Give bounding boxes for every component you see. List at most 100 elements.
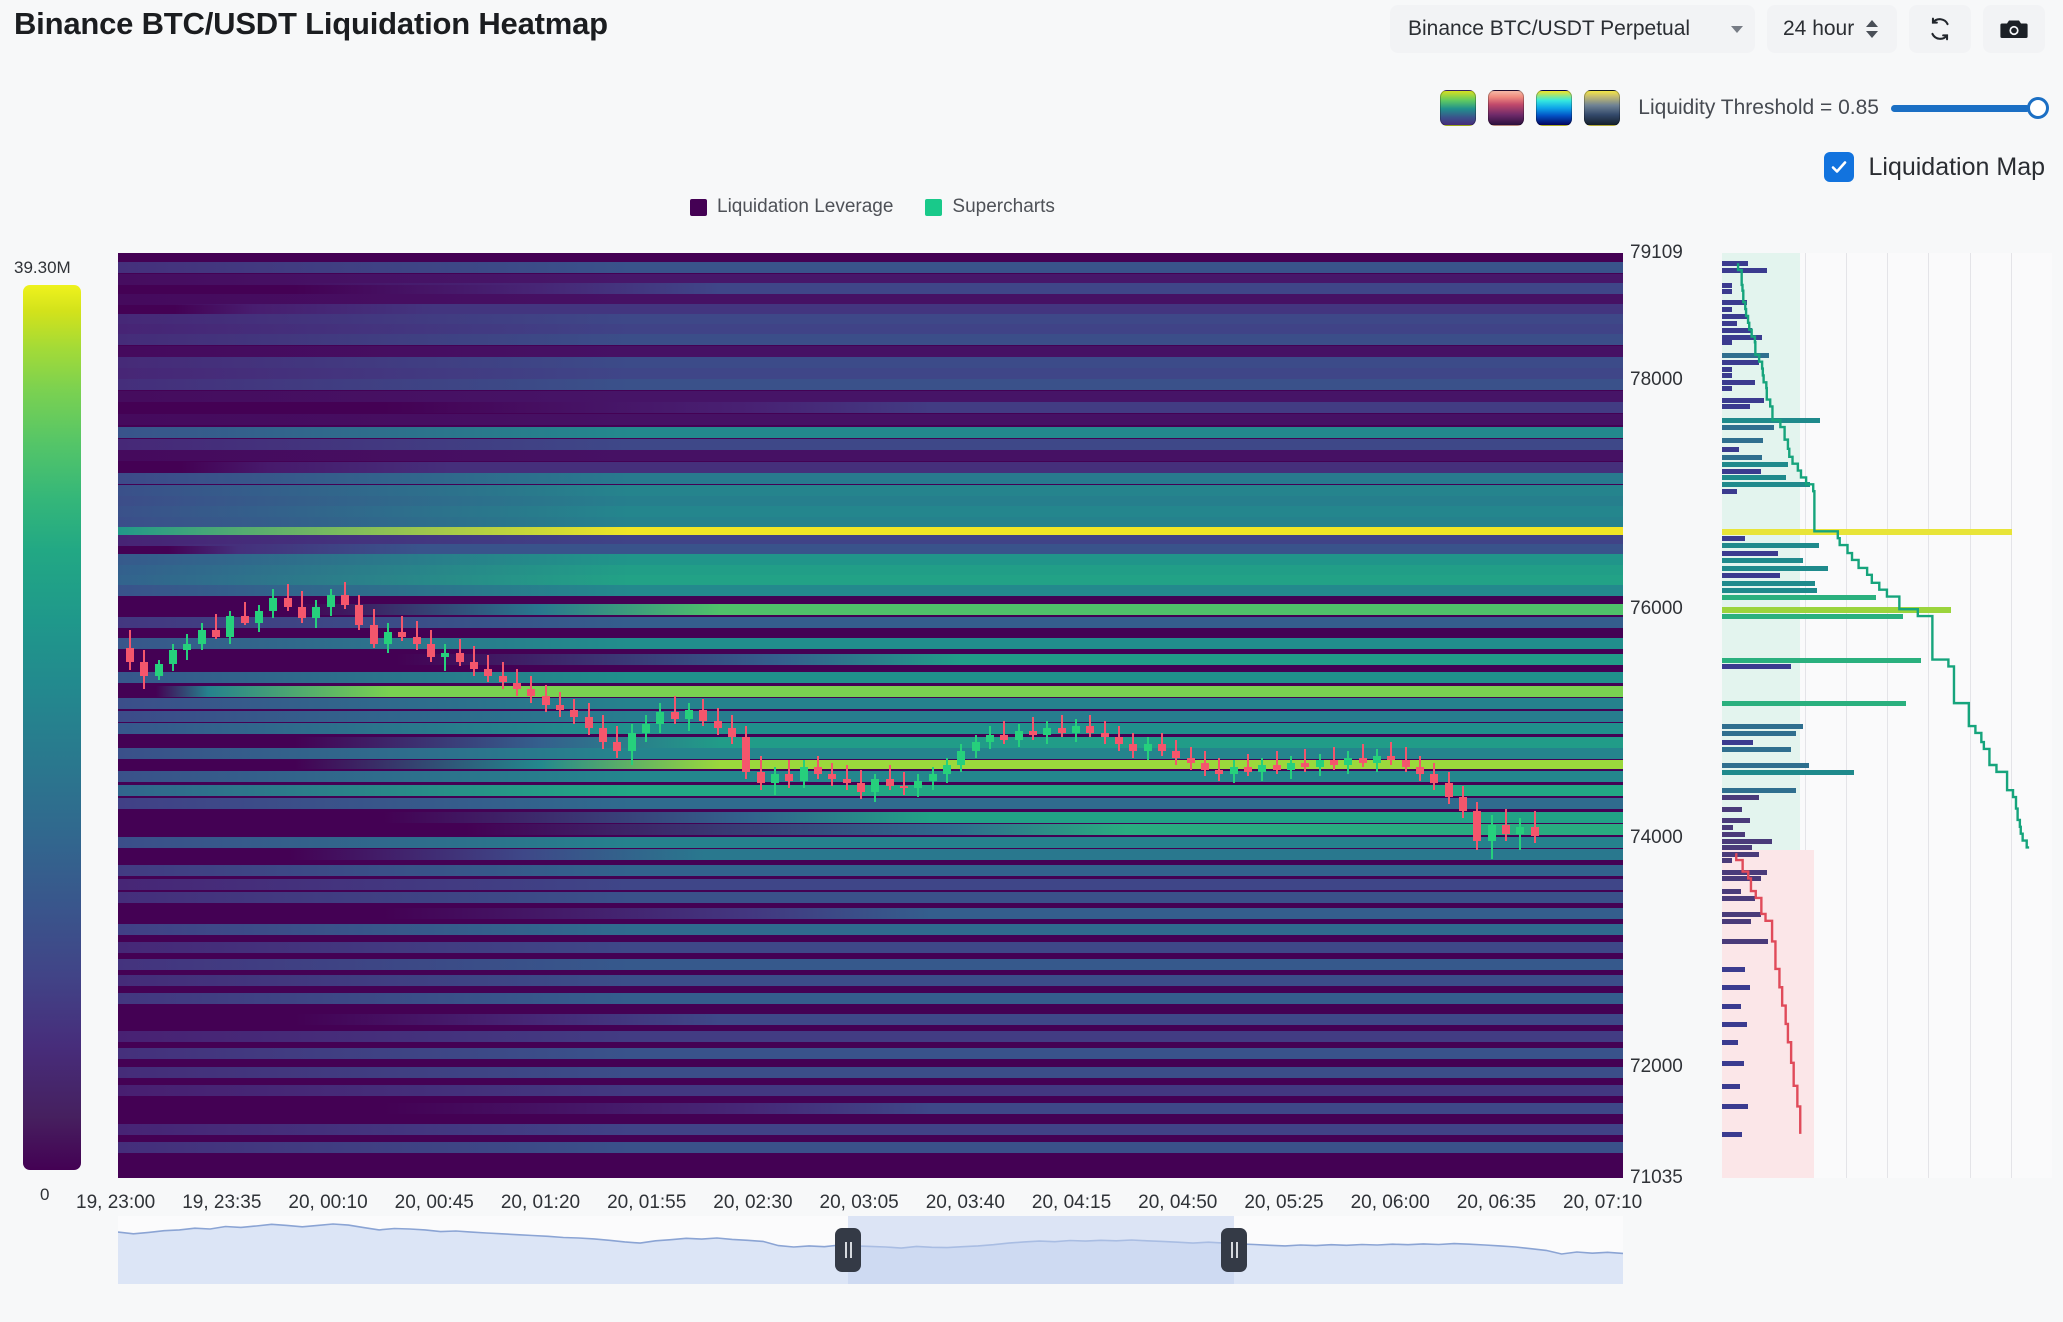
candle-body [1143, 744, 1152, 752]
liquidation-band [118, 908, 1623, 920]
candle-body [355, 604, 364, 626]
candle-wick [1333, 746, 1335, 770]
page-title: Binance BTC/USDT Liquidation Heatmap [14, 6, 608, 41]
legend-label-supercharts: Supercharts [952, 196, 1055, 217]
candle-body [1215, 769, 1224, 775]
liquidation-band [118, 334, 1623, 346]
liquidation-band [118, 544, 1623, 556]
depth-bar [1722, 762, 1809, 768]
candle-body [1387, 755, 1396, 761]
palette-swatch-cividis[interactable] [1584, 90, 1621, 126]
depth-bar [1722, 268, 1767, 274]
refresh-button[interactable] [1909, 5, 1971, 53]
depth-bar [1722, 380, 1756, 386]
candle-body [384, 632, 392, 644]
time-axis-tick: 20, 03:05 [819, 1192, 899, 1213]
depth-bar [1722, 261, 1748, 267]
candle-wick [286, 583, 289, 612]
time-axis-tick: 20, 04:15 [1031, 1192, 1112, 1213]
palette-swatch-jet[interactable] [1536, 90, 1573, 126]
depth-gridline [1845, 253, 1847, 1178]
candle-body [756, 771, 765, 784]
candle-body [570, 710, 579, 717]
liquidation-band [118, 324, 1623, 336]
candle-body [541, 696, 550, 706]
liquidation-band [118, 770, 1623, 782]
exchange-select[interactable]: Binance BTC/USDT Perpetual [1390, 5, 1755, 53]
liquidation-heatmap-plot[interactable]: coinglass [118, 253, 1623, 1178]
slider-knob[interactable] [2026, 97, 2049, 119]
candle-body [498, 675, 507, 683]
depth-bar [1722, 320, 1737, 326]
candle-wick [473, 645, 475, 676]
legend-item-supercharts[interactable]: Supercharts [925, 196, 1055, 218]
stepper-down-icon[interactable] [1866, 31, 1879, 38]
legend-item-liquidation-leverage[interactable]: Liquidation Leverage [690, 196, 893, 218]
candle-wick [845, 764, 848, 791]
liquidation-band [118, 402, 1623, 414]
candle-wick [1275, 751, 1278, 775]
candle-wick [501, 661, 504, 690]
price-axis-tick: 78000 [1630, 369, 1683, 391]
liquidation-band [118, 812, 1623, 824]
candle-body [484, 668, 493, 676]
timeframe-select[interactable]: 24 hour [1767, 5, 1897, 53]
candle-wick [530, 675, 533, 704]
candle-body [470, 661, 478, 669]
candle-body [986, 735, 994, 743]
depth-bar [1722, 418, 1821, 424]
liquidity-threshold-slider[interactable] [1891, 97, 2049, 119]
liquidation-band [118, 427, 1623, 439]
liquidity-depth-panel[interactable] [1722, 253, 2052, 1178]
liquidation-band [118, 526, 1623, 536]
candle-body [1301, 762, 1310, 768]
liquidation-band [118, 516, 1623, 528]
checkbox-checked[interactable] [1824, 152, 1855, 182]
candle-body [1287, 762, 1295, 770]
depth-bar [1722, 918, 1751, 924]
brush-handle-left[interactable] [835, 1228, 861, 1272]
liquidation-band [118, 603, 1623, 615]
depth-bar [1722, 740, 1754, 746]
depth-bar [1722, 594, 1876, 600]
candle-body [943, 764, 951, 775]
candle-body [427, 643, 435, 658]
candle-body [613, 742, 622, 752]
candle-body [1430, 774, 1439, 784]
liquidation-band [118, 506, 1623, 518]
time-range-brush[interactable] [118, 1216, 1623, 1284]
candle-wick [1247, 753, 1249, 777]
candle-body [1315, 760, 1324, 768]
candle-body [699, 710, 708, 722]
candle-wick [716, 707, 719, 736]
depth-bar [1722, 869, 1767, 875]
depth-bar [1722, 313, 1747, 319]
depth-bar [1722, 543, 1820, 549]
liquidation-band [118, 748, 1623, 760]
screenshot-button[interactable] [1983, 5, 2045, 53]
liquidation-map-toggle[interactable]: Liquidation Map [1824, 152, 2045, 182]
brush-selection[interactable] [848, 1216, 1234, 1284]
legend-swatch-supercharts [925, 198, 943, 216]
candle-wick [301, 590, 303, 623]
candle-wick [444, 643, 447, 672]
liquidation-band [118, 672, 1623, 684]
candle-body [197, 629, 206, 644]
candle-body [298, 606, 306, 619]
candle-body [1158, 744, 1166, 752]
brush-handle-right[interactable] [1221, 1228, 1247, 1272]
candle-body [685, 710, 693, 720]
liquidation-band [118, 313, 1623, 325]
stepper-up-icon[interactable] [1866, 20, 1879, 27]
candle-body [713, 721, 722, 729]
stepper-icon[interactable] [1866, 20, 1879, 38]
candle-body [642, 723, 650, 733]
palette-swatch-viridis[interactable] [1440, 90, 1477, 126]
palette-swatch-magma[interactable] [1488, 90, 1525, 126]
candle-wick [1404, 746, 1407, 772]
candle-body [240, 616, 249, 623]
depth-bar [1722, 397, 1765, 403]
depth-gridline [1887, 253, 1888, 1178]
liquidation-band [118, 282, 1623, 294]
liquidation-band [118, 534, 1623, 546]
